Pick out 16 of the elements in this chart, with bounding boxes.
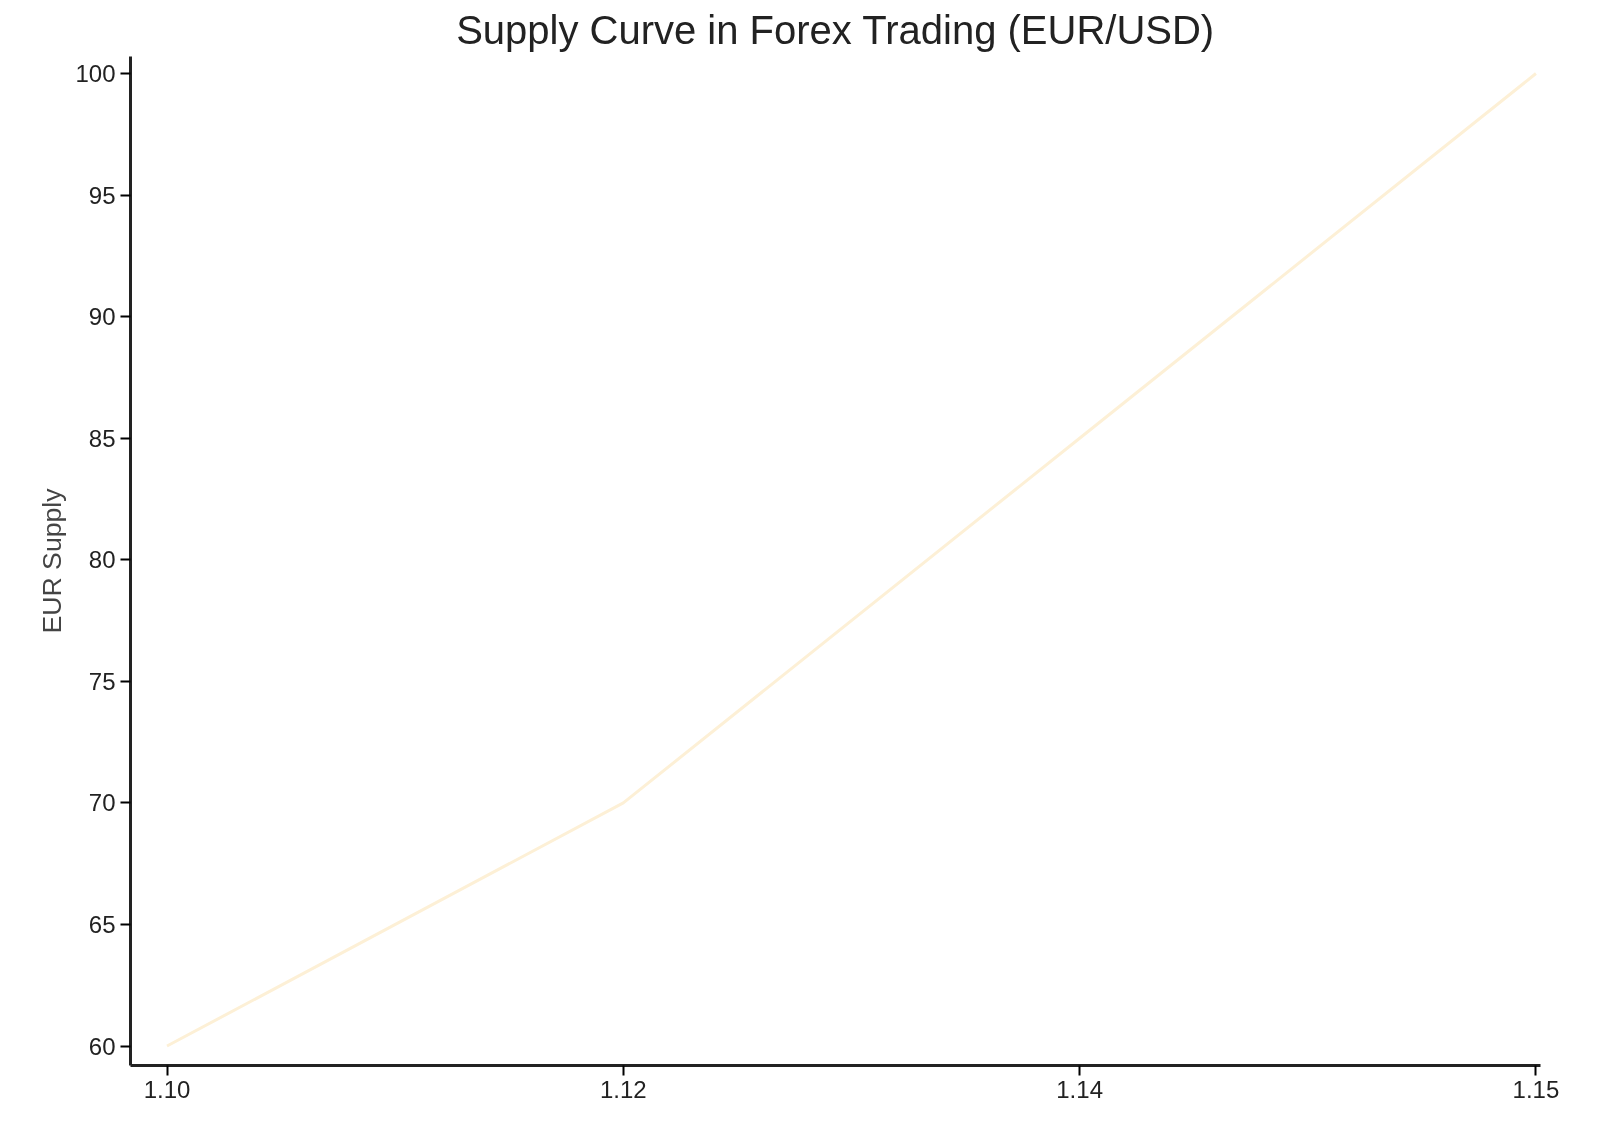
x-tick-label: 1.12	[599, 1075, 647, 1103]
y-tick-label: 80	[88, 546, 116, 574]
y-tick-label: 95	[88, 181, 116, 209]
y-tick-label: 70	[88, 789, 116, 817]
y-tick-label: 75	[88, 667, 116, 695]
x-tick-label: 1.10	[143, 1075, 191, 1103]
y-axis-title: EUR Supply	[37, 487, 68, 634]
x-tick-label: 1.15	[1512, 1075, 1560, 1103]
x-tick-label: 1.14	[1056, 1075, 1103, 1103]
y-tick-label: 100	[75, 60, 116, 88]
chart-title: Supply Curve in Forex Trading (EUR/USD)	[456, 7, 1215, 52]
y-tick-label: 85	[88, 424, 116, 452]
y-tick-label: 90	[88, 303, 116, 331]
y-tick-label: 60	[88, 1032, 116, 1060]
line-series	[165, 72, 1538, 1048]
y-tick-label: 65	[88, 910, 116, 938]
